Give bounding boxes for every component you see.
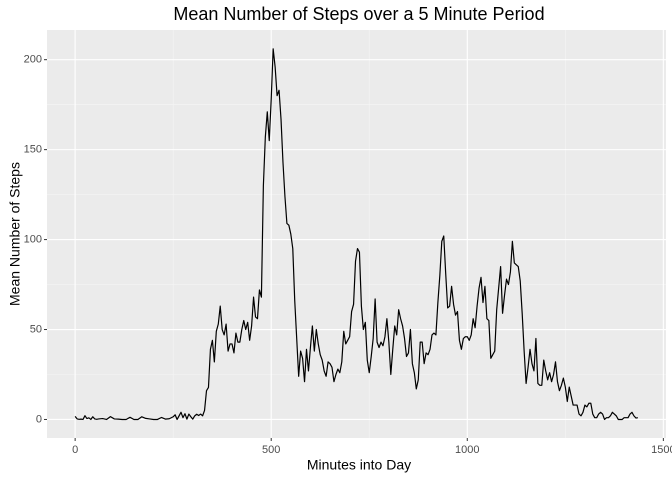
- chart-title: Mean Number of Steps over a 5 Minute Per…: [173, 4, 544, 24]
- x-axis-label: Minutes into Day: [307, 457, 411, 473]
- panel: [47, 30, 666, 438]
- y-tick-label: 200: [24, 54, 42, 66]
- x-tick-label: 500: [262, 444, 280, 456]
- y-tick-label: 50: [30, 323, 42, 335]
- y-tick-label: 0: [36, 413, 42, 425]
- y-tick-label: 150: [24, 144, 42, 156]
- x-tick-label: 0: [72, 444, 78, 456]
- line: [74, 48, 638, 421]
- y-tick-label: 100: [24, 233, 42, 245]
- x-tick-label: 1000: [455, 444, 479, 456]
- y-axis-label: Mean Number of Steps: [7, 162, 23, 306]
